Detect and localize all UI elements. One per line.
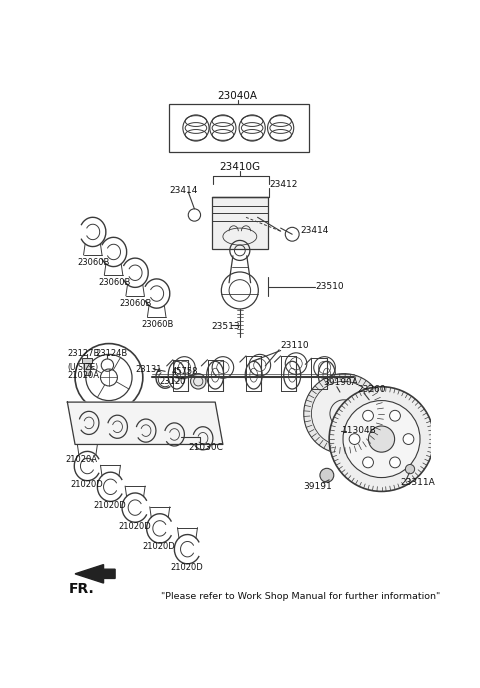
Text: 23131: 23131 [136, 365, 162, 374]
Polygon shape [75, 565, 115, 583]
Bar [212, 197, 267, 249]
Circle shape [320, 469, 334, 482]
Text: 23040A: 23040A [217, 92, 258, 101]
Text: 11304B: 11304B [342, 426, 377, 435]
Text: 23060B: 23060B [141, 320, 174, 329]
Text: 23110: 23110 [281, 341, 309, 350]
Circle shape [329, 387, 434, 491]
Text: 39190A: 39190A [323, 378, 358, 387]
Text: 23412: 23412 [269, 180, 298, 189]
Text: 23120: 23120 [160, 377, 186, 386]
Circle shape [334, 424, 346, 437]
Text: 21020D: 21020D [143, 542, 176, 551]
Text: 21020D: 21020D [94, 501, 126, 510]
Text: 21020D: 21020D [71, 480, 103, 489]
Text: 21020D: 21020D [118, 522, 151, 530]
Text: 23513: 23513 [211, 322, 240, 331]
Bar [82, 358, 92, 363]
Text: 23060B: 23060B [120, 299, 152, 308]
Text: 23260: 23260 [358, 385, 386, 394]
Bar [84, 361, 90, 375]
Text: 21020A: 21020A [65, 455, 97, 464]
Text: 23127B: 23127B [67, 349, 100, 358]
Polygon shape [67, 402, 223, 444]
Text: 23060B: 23060B [77, 258, 110, 267]
Text: 39191: 39191 [304, 482, 333, 491]
Circle shape [343, 400, 420, 477]
Circle shape [304, 374, 384, 453]
Circle shape [390, 457, 400, 468]
Circle shape [312, 381, 376, 446]
Text: 23311A: 23311A [400, 478, 435, 488]
Bar [169, 104, 309, 152]
Text: 21020A: 21020A [67, 372, 99, 380]
Text: 45758: 45758 [171, 367, 198, 376]
Circle shape [349, 433, 360, 444]
Circle shape [191, 374, 206, 389]
Circle shape [369, 426, 395, 452]
Text: 21030C: 21030C [188, 443, 223, 452]
Text: 23060B: 23060B [98, 278, 131, 288]
Text: "Please refer to Work Shop Manual for further information": "Please refer to Work Shop Manual for fu… [161, 592, 441, 601]
Circle shape [403, 433, 414, 444]
Circle shape [363, 410, 373, 421]
Text: 23124B: 23124B [96, 349, 128, 358]
Text: 23414: 23414 [300, 226, 328, 235]
Text: 23410G: 23410G [219, 162, 261, 172]
Text: 21020D: 21020D [170, 563, 204, 572]
Text: (U/SIZE): (U/SIZE) [67, 363, 98, 372]
Text: 23510: 23510 [315, 282, 344, 291]
Circle shape [406, 464, 415, 474]
Circle shape [363, 457, 373, 468]
Circle shape [390, 410, 400, 421]
Text: 23414: 23414 [169, 186, 197, 195]
Text: FR.: FR. [69, 582, 95, 596]
